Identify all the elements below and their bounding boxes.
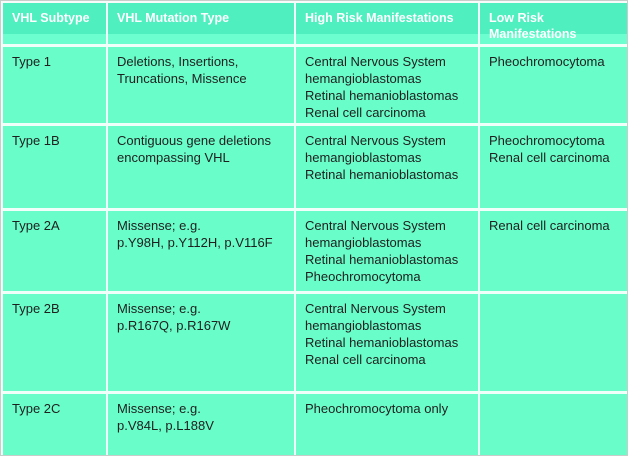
cell-subtype: Type 1 [2,44,108,126]
cell-line: Renal cell carcinoma [305,352,426,367]
cell-line: Missense; e.g. [117,301,201,316]
cell-line: Missense; e.g. [117,218,201,233]
cell-mutation-type: Missense; e.g. p.Y98H, p.Y112H, p.V116F [106,208,296,294]
cell-line: Truncations, Missence [117,71,247,86]
column-header-vhl-subtype: VHL Subtype [2,1,108,47]
cell-subtype: Type 2C [2,391,108,455]
cell-low-risk-manifestations: Pheochromocytoma [478,44,627,126]
cell-line: Central Nervous System hemangioblastomas [305,301,446,333]
cell-low-risk-manifestations [478,391,627,455]
column-header-vhl-mutation-type: VHL Mutation Type [106,1,296,47]
cell-line: Pheochromocytoma [489,54,605,69]
cell-line: Renal cell carcinoma [489,218,610,233]
cell-line: p.R167Q, p.R167W [117,318,231,333]
cell-line: Retinal hemanioblastomas [305,335,459,350]
table-row-type-1: Type 1 Deletions, Insertions, Truncations… [2,44,627,126]
cell-low-risk-manifestations [478,291,627,394]
table-row-type-2b: Type 2B Missense; e.g. p.R167Q, p.R167W C… [2,291,627,394]
cell-high-risk-manifestations: Central Nervous System hemangioblastomas… [294,208,480,294]
cell-subtype: Type 1B [2,123,108,211]
column-header-high-risk-manifestations: High Risk Manifestations [294,1,480,47]
table-header-row: VHL Subtype VHL Mutation Type High Risk … [2,1,627,47]
cell-line: Contiguous gene deletions [117,133,271,148]
cell-line: encompassing VHL [117,150,230,165]
cell-subtype: Type 2A [2,208,108,294]
cell-line: Retinal hemanioblastomas [305,167,459,182]
cell-mutation-type: Missense; e.g. p.V84L, p.L188V [106,391,296,455]
table-row-type-2c: Type 2C Missense; e.g. p.V84L, p.L188V Ph… [2,391,627,455]
column-header-low-risk-manifestations: Low Risk Manifestations [478,1,627,47]
cell-line: Pheochromocytoma [489,133,605,148]
cell-subtype: Type 2B [2,291,108,394]
cell-line: Pheochromocytoma [305,269,421,284]
cell-line: Central Nervous System hemangioblastomas [305,218,446,250]
cell-line: Missense; e.g. [117,401,201,416]
cell-line: Retinal hemanioblastomas [305,88,459,103]
cell-high-risk-manifestations: Central Nervous System hemangioblastomas… [294,123,480,211]
cell-line: p.V84L, p.L188V [117,418,214,433]
cell-line: Pheochromocytoma only [305,401,449,416]
cell-low-risk-manifestations: Pheochromocytoma Renal cell carcinoma [478,123,627,211]
cell-mutation-type: Missense; e.g. p.R167Q, p.R167W [106,291,296,394]
cell-high-risk-manifestations: Central Nervous System hemangioblastomas… [294,291,480,394]
cell-high-risk-manifestations: Pheochromocytoma only [294,391,480,455]
cell-mutation-type: Contiguous gene deletions encompassing VH… [106,123,296,211]
cell-line: Renal cell carcinoma [489,150,610,165]
cell-line: Deletions, Insertions, [117,54,239,69]
cell-low-risk-manifestations: Renal cell carcinoma [478,208,627,294]
table-row-type-1b: Type 1B Contiguous gene deletions encompa… [2,123,627,211]
cell-line: Central Nervous System hemangioblastomas [305,133,446,165]
cell-mutation-type: Deletions, Insertions, Truncations, Misse… [106,44,296,126]
cell-line: p.Y98H, p.Y112H, p.V116F [117,235,273,250]
cell-line: Central Nervous System hemangioblastomas [305,54,446,86]
cell-line: Retinal hemanioblastomas [305,252,459,267]
cell-line: Renal cell carcinoma [305,105,426,120]
cell-high-risk-manifestations: Central Nervous System hemangioblastomas… [294,44,480,126]
table-row-type-2a: Type 2A Missense; e.g. p.Y98H, p.Y112H, p… [2,208,627,294]
